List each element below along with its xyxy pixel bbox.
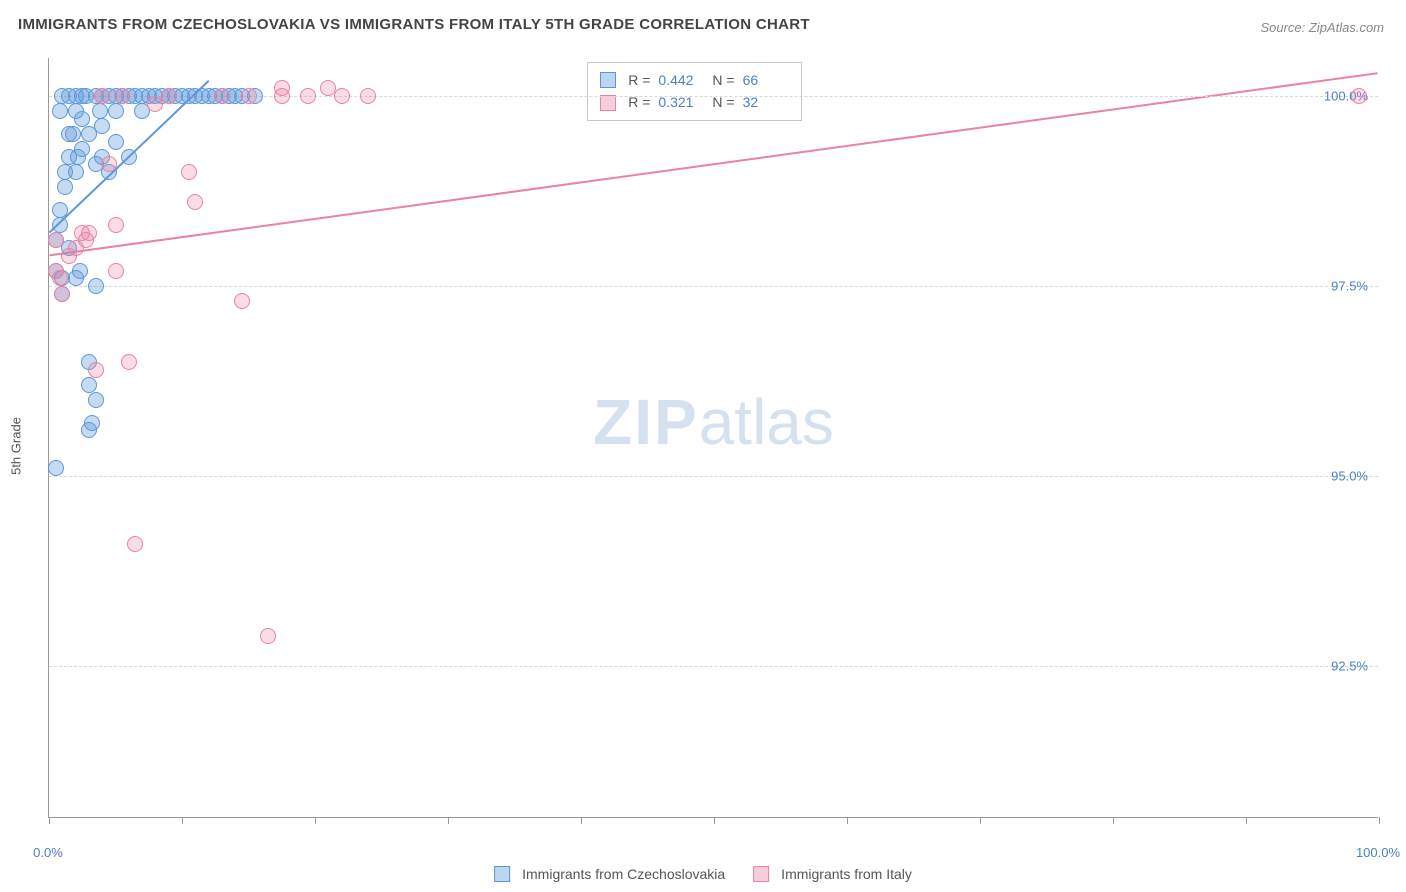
x-tick (49, 817, 50, 824)
legend-swatch (494, 866, 510, 882)
legend-swatch (753, 866, 769, 882)
y-tick-label: 97.5% (1331, 279, 1368, 294)
scatter-point (84, 415, 100, 431)
stat-r-label: R = (628, 91, 650, 113)
stats-row: R = 0.442 N = 66 (600, 69, 788, 91)
x-tick (581, 817, 582, 824)
scatter-point (360, 88, 376, 104)
scatter-point (52, 217, 68, 233)
scatter-point (108, 263, 124, 279)
stat-r-label: R = (628, 69, 650, 91)
scatter-point (121, 149, 137, 165)
legend-swatch (600, 72, 616, 88)
scatter-point (300, 88, 316, 104)
correlation-chart: IMMIGRANTS FROM CZECHOSLOVAKIA VS IMMIGR… (0, 0, 1406, 892)
scatter-point (127, 536, 143, 552)
scatter-point (88, 362, 104, 378)
gridline (49, 476, 1378, 477)
scatter-point (57, 179, 73, 195)
stats-legend-box: R = 0.442 N = 66 R = 0.321 N = 32 (587, 62, 801, 121)
legend-item: Immigrants from Czechoslovakia (494, 866, 725, 882)
gridline (49, 666, 1378, 667)
watermark: ZIPatlas (593, 385, 834, 459)
scatter-point (147, 96, 163, 112)
scatter-point (108, 134, 124, 150)
scatter-point (52, 270, 68, 286)
legend-label: Immigrants from Italy (781, 866, 912, 882)
y-tick-label: 95.0% (1331, 469, 1368, 484)
scatter-point (68, 164, 84, 180)
x-tick (980, 817, 981, 824)
scatter-point (234, 293, 250, 309)
scatter-point (274, 80, 290, 96)
x-tick (1246, 817, 1247, 824)
stats-row: R = 0.321 N = 32 (600, 91, 788, 113)
y-axis-label: 5th Grade (9, 417, 24, 475)
scatter-point (74, 141, 90, 157)
scatter-point (334, 88, 350, 104)
scatter-point (48, 232, 64, 248)
stat-n-label: N = (712, 69, 734, 91)
scatter-point (260, 628, 276, 644)
scatter-point (88, 278, 104, 294)
x-tick (448, 817, 449, 824)
scatter-point (65, 126, 81, 142)
plot-area: ZIPatlas R = 0.442 N = 66 R = 0.321 N = 32 92.5… (48, 58, 1378, 818)
scatter-point (108, 103, 124, 119)
x-tick (847, 817, 848, 824)
source-attribution: Source: ZipAtlas.com (1260, 20, 1384, 35)
scatter-point (108, 217, 124, 233)
x-tick (1379, 817, 1380, 824)
stat-r-value: 0.321 (658, 91, 704, 113)
scatter-point (92, 103, 108, 119)
scatter-point (94, 88, 110, 104)
scatter-point (187, 194, 203, 210)
x-tick (182, 817, 183, 824)
x-tick-label: 0.0% (33, 845, 63, 860)
scatter-point (48, 460, 64, 476)
x-tick-label: 100.0% (1356, 845, 1400, 860)
scatter-point (78, 232, 94, 248)
scatter-point (52, 103, 68, 119)
scatter-point (94, 118, 110, 134)
scatter-point (61, 248, 77, 264)
y-tick-label: 92.5% (1331, 659, 1368, 674)
gridline (49, 286, 1378, 287)
stat-n-value: 32 (743, 91, 789, 113)
scatter-point (114, 88, 130, 104)
x-tick (714, 817, 715, 824)
chart-title: IMMIGRANTS FROM CZECHOSLOVAKIA VS IMMIGR… (18, 16, 810, 33)
stat-n-value: 66 (743, 69, 789, 91)
x-tick (315, 817, 316, 824)
scatter-point (241, 88, 257, 104)
scatter-point (121, 354, 137, 370)
scatter-point (72, 263, 88, 279)
bottom-legend: Immigrants from Czechoslovakia Immigrants… (494, 866, 912, 882)
legend-label: Immigrants from Czechoslovakia (522, 866, 725, 882)
trend-lines (49, 58, 1378, 817)
legend-item: Immigrants from Italy (753, 866, 912, 882)
scatter-point (214, 88, 230, 104)
scatter-point (81, 377, 97, 393)
x-tick (1113, 817, 1114, 824)
scatter-point (88, 392, 104, 408)
scatter-point (181, 164, 197, 180)
stat-n-label: N = (712, 91, 734, 113)
scatter-point (74, 111, 90, 127)
stat-r-value: 0.442 (658, 69, 704, 91)
scatter-point (1351, 88, 1367, 104)
scatter-point (101, 156, 117, 172)
scatter-point (54, 286, 70, 302)
scatter-point (52, 202, 68, 218)
